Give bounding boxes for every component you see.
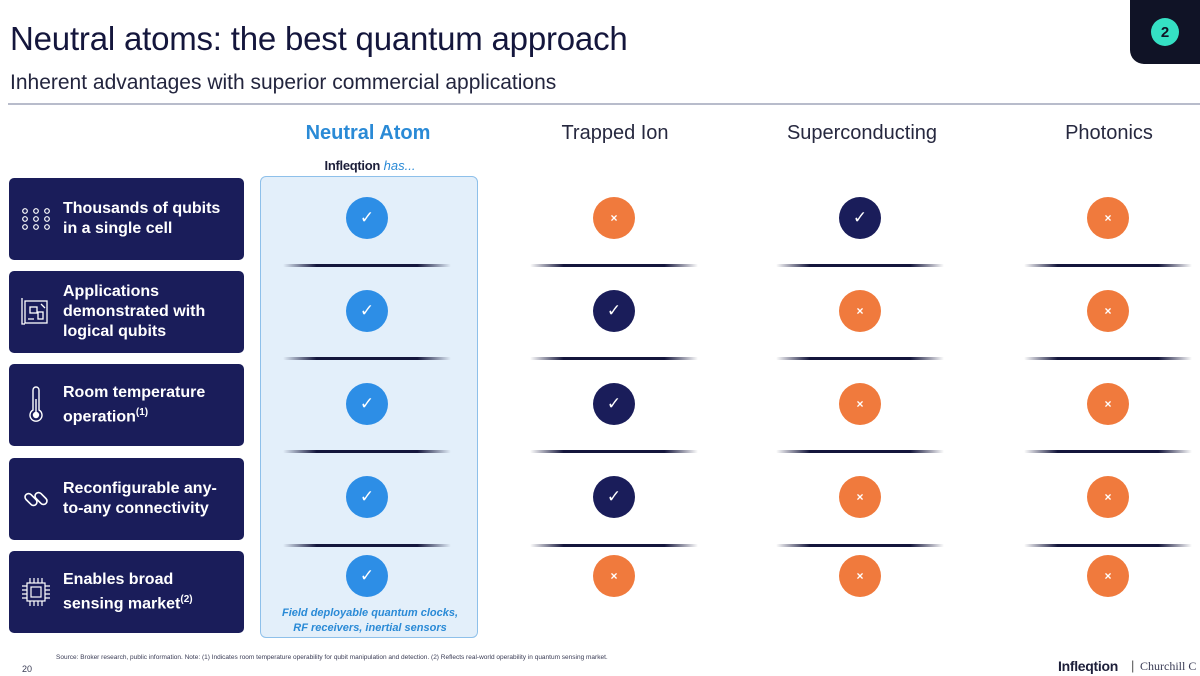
- advantage-row-3: Room temperature operation(1): [9, 364, 244, 446]
- thermometer-icon: [9, 364, 63, 446]
- advantage-label: Reconfigurable any-to-any connectivity: [63, 479, 225, 519]
- row-separator: [1024, 357, 1192, 360]
- badge-number: 2: [1151, 18, 1179, 46]
- advantage-label-line: in a single cell: [63, 219, 220, 239]
- advantage-label-line: demonstrated with: [63, 302, 205, 322]
- advantage-label-line: to-any connectivity: [63, 499, 217, 519]
- row-separator: [776, 450, 944, 453]
- source-footnote: Source: Broker research, public informat…: [56, 654, 608, 661]
- advantage-label-text: sensing market: [63, 595, 181, 613]
- page-number: 20: [22, 664, 33, 674]
- column-header-trapped-ion: Trapped Ion: [561, 122, 669, 144]
- advantage-label-text: Applications: [63, 283, 160, 300]
- chip-icon: [9, 551, 63, 633]
- check-icon: ✓: [346, 476, 388, 518]
- footnote-ref: (2): [180, 593, 193, 605]
- logo-separator: |: [1131, 658, 1135, 673]
- check-icon: ✓: [346, 383, 388, 425]
- advantage-label-text: Room temperature: [63, 383, 206, 401]
- cross-icon: ×: [593, 197, 635, 239]
- check-icon: ✓: [839, 197, 881, 239]
- caption-brand: Infleqtion: [324, 158, 381, 173]
- advantage-label-line: sensing market(2): [63, 590, 193, 614]
- advantage-label: Thousands of qubits in a single cell: [63, 199, 228, 239]
- cross-icon: ×: [1087, 555, 1129, 597]
- neutral-atom-sensing-note: Field deployable quantum clocks, RF rece…: [260, 606, 480, 636]
- row-separator: [530, 357, 698, 360]
- advantage-label-text: demonstrated with: [63, 303, 206, 320]
- check-icon: ✓: [593, 383, 635, 425]
- advantage-label-text: operation: [63, 408, 136, 426]
- row-separator: [530, 450, 698, 453]
- slide-badge: 2: [1130, 0, 1200, 64]
- caption-has: has...: [383, 158, 416, 173]
- row-separator: [1024, 544, 1192, 547]
- advantage-label-line: Enables broad: [63, 570, 193, 590]
- infleqtion-logo: Infleqtion: [1058, 658, 1118, 674]
- advantage-row-5: Enables broad sensing market(2): [9, 551, 244, 633]
- cross-icon: ×: [839, 555, 881, 597]
- blueprint-icon: [9, 271, 63, 353]
- column-header-superconducting: Superconducting: [786, 122, 938, 144]
- note-line-1: Field deployable quantum clocks,: [281, 607, 459, 619]
- row-separator: [283, 544, 451, 547]
- infleqtion-has-caption: Infleqtion has...: [260, 158, 480, 173]
- dots-grid-icon: [9, 178, 63, 260]
- row-separator: [776, 357, 944, 360]
- advantage-label: Room temperature operation(1): [63, 383, 213, 427]
- header-divider: [8, 103, 1200, 105]
- check-icon: ✓: [593, 476, 635, 518]
- advantage-label-text: Enables broad: [63, 570, 174, 588]
- check-icon: ✓: [346, 290, 388, 332]
- slide-subtitle: Inherent advantages with superior commer…: [10, 71, 557, 94]
- cross-icon: ×: [839, 290, 881, 332]
- advantage-label-line: logical qubits: [63, 322, 205, 342]
- check-icon: ✓: [346, 555, 388, 597]
- row-separator: [776, 544, 944, 547]
- row-separator: [776, 264, 944, 267]
- advantage-row-1: Thousands of qubits in a single cell: [9, 178, 244, 260]
- row-separator: [283, 357, 451, 360]
- advantage-label: Enables broad sensing market(2): [63, 570, 201, 614]
- row-separator: [530, 544, 698, 547]
- advantage-row-2: Applications demonstrated with logical qub…: [9, 271, 244, 353]
- cross-icon: ×: [593, 555, 635, 597]
- cross-icon: ×: [839, 476, 881, 518]
- advantage-label-line: Room temperature: [63, 383, 205, 403]
- link-icon: [9, 458, 63, 540]
- advantage-row-4: Reconfigurable any-to-any connectivity: [9, 458, 244, 540]
- row-separator: [283, 264, 451, 267]
- advantage-label-line: operation(1): [63, 403, 205, 427]
- advantage-label-text: in a single cell: [63, 220, 173, 237]
- advantage-label-text: to-any connectivity: [63, 500, 209, 517]
- advantage-label-text: Thousands of qubits: [63, 200, 221, 217]
- advantage-label-text: logical qubits: [63, 323, 167, 340]
- advantage-label: Applications demonstrated with logical qub…: [63, 282, 213, 342]
- row-separator: [1024, 450, 1192, 453]
- churchill-logo: Churchill C: [1140, 659, 1197, 673]
- row-separator: [1024, 264, 1192, 267]
- column-header-neutral-atom: Neutral Atom: [305, 122, 431, 144]
- cross-icon: ×: [1087, 290, 1129, 332]
- check-icon: ✓: [346, 197, 388, 239]
- cross-icon: ×: [1087, 383, 1129, 425]
- column-header-photonics: Photonics: [1065, 122, 1153, 144]
- check-icon: ✓: [593, 290, 635, 332]
- slide-title: Neutral atoms: the best quantum approach: [10, 20, 628, 57]
- cross-icon: ×: [1087, 197, 1129, 239]
- advantage-label-line: Reconfigurable any-: [63, 479, 217, 499]
- row-separator: [283, 450, 451, 453]
- row-separator: [530, 264, 698, 267]
- cross-icon: ×: [839, 383, 881, 425]
- advantage-label-text: Reconfigurable any-: [63, 480, 217, 497]
- note-line-2: RF receivers, inertial sensors: [293, 622, 447, 634]
- cross-icon: ×: [1087, 476, 1129, 518]
- advantage-label-line: Applications: [63, 282, 205, 302]
- footnote-ref: (1): [135, 406, 149, 418]
- advantage-label-line: Thousands of qubits: [63, 199, 220, 219]
